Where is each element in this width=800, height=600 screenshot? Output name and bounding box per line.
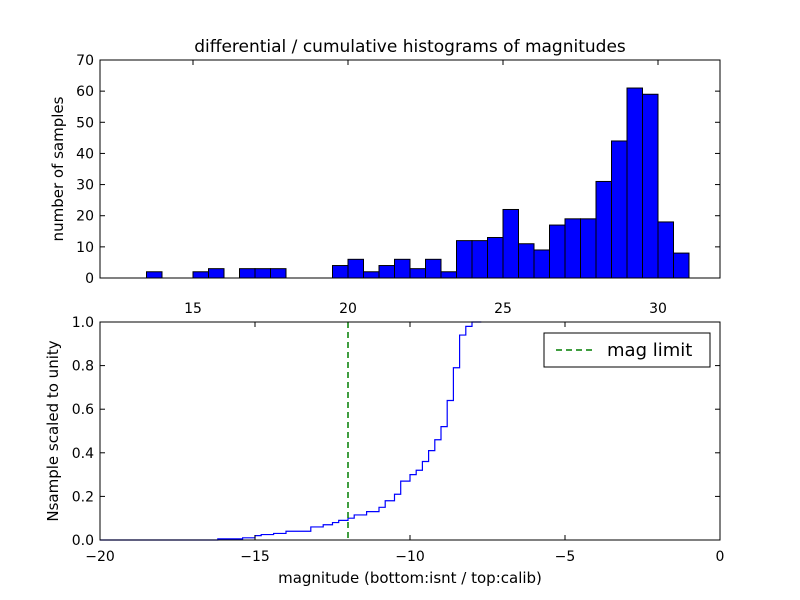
histogram-bar [425,258,442,279]
histogram-x-tick-label: 25 [494,301,512,317]
histogram-bar [347,258,364,279]
histogram-bar [502,208,519,279]
histogram-bar [518,243,535,279]
cumulative-y-tick-label: 0.0 [72,533,94,549]
cumulative-y-axis-label: Nsample scaled to unity [44,340,62,521]
cumulative-step-line [100,321,482,541]
histogram-bar [595,180,612,279]
histogram-y-tick-label: 10 [76,240,94,256]
histogram-y-axis-label: number of samples [49,96,67,241]
histogram-bar [146,271,163,279]
cumulative-x-tick-label: −20 [85,549,115,565]
histogram-y-tick-label: 60 [76,84,94,100]
histogram-bar [192,271,209,279]
histogram-bar [239,268,256,279]
cumulative-x-axis-label: magnitude (bottom:isnt / top:calib) [278,569,542,587]
histogram-bar [332,265,349,279]
histogram-bar [440,271,457,279]
histogram-bar [626,87,643,279]
histogram-y-tick-label: 40 [76,146,94,162]
histogram-bar [363,271,380,279]
histogram-x-tick-label: 15 [184,301,202,317]
cumulative-x-tick-label: 0 [716,549,725,565]
histogram-bar [611,140,628,279]
cumulative-x-tick-label: −5 [555,549,576,565]
histogram-y-tick-label: 30 [76,178,94,194]
cumulative-ticks: 0.0 0.2 0.4 0.6 0.8 1.0 −20 −15 −10 −5 0 [72,315,725,565]
cumulative-y-tick-label: 0.6 [72,402,94,418]
histogram-x-tick-label: 30 [649,301,667,317]
histogram-ticks: 0 10 20 30 40 50 60 70 15 20 25 30 [76,53,720,317]
histogram-bar [378,265,395,279]
chart-title: differential / cumulative histograms of … [194,37,626,57]
histogram-bars [146,87,690,279]
histogram-bar [642,93,659,279]
cumulative-y-tick-label: 0.8 [72,359,94,375]
histogram-y-tick-label: 50 [76,115,94,131]
histogram-bar [549,224,566,279]
histogram-bar [409,268,426,279]
histogram-bar [580,218,597,279]
histogram-bar [533,249,550,279]
histogram-y-tick-label: 20 [76,209,94,225]
cumulative-panel: 0.0 0.2 0.4 0.6 0.8 1.0 −20 −15 −10 −5 0 Nsample s… [44,315,724,587]
cumulative-y-tick-label: 0.2 [72,489,94,505]
histogram-axes-frame [99,59,721,279]
cumulative-y-tick-label: 1.0 [72,315,94,331]
histogram-bar [564,218,581,279]
histogram-y-tick-label: 0 [85,271,94,287]
histogram-y-tick-label: 70 [76,53,94,69]
histogram-bar [471,240,488,279]
histogram-x-tick-label: 20 [339,301,357,317]
cumulative-x-tick-label: −10 [395,549,425,565]
histogram-bar [270,268,287,279]
histogram-bar [208,268,225,279]
histogram-bar [657,221,674,279]
cumulative-y-tick-label: 0.4 [72,446,94,462]
legend-mag-limit-label: mag limit [607,340,692,361]
histogram-bar [487,237,504,279]
histogram-bar [254,268,271,279]
histogram-bar [456,240,473,279]
legend: mag limit [543,332,711,368]
histogram-panel: differential / cumulative histograms of … [49,37,721,317]
histogram-bar [673,252,690,279]
cumulative-x-tick-label: −15 [240,549,270,565]
histogram-bar [394,258,411,279]
